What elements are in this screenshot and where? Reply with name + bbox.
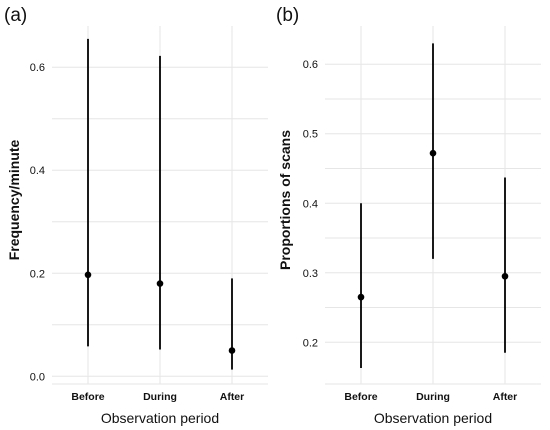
panel-label: (a) bbox=[4, 5, 27, 26]
panel-a: (a) Frequency/minute Observation period … bbox=[4, 5, 268, 426]
x-tick-label: Before bbox=[71, 391, 104, 403]
y-tick-label: 0.6 bbox=[303, 59, 318, 71]
x-tick-label: During bbox=[416, 391, 450, 403]
panel-b: (b) Proportions of scans Observation per… bbox=[276, 5, 541, 426]
data-point bbox=[501, 272, 509, 280]
data-point bbox=[357, 293, 365, 301]
x-tick-label: After bbox=[220, 391, 245, 403]
x-tick-label: Before bbox=[344, 391, 377, 403]
y-axis-label: Proportions of scans bbox=[277, 130, 293, 270]
data-point bbox=[156, 280, 164, 287]
y-tick-label: 0.2 bbox=[303, 337, 318, 349]
panel-label: (b) bbox=[276, 5, 299, 26]
y-axis-label: Frequency/minute bbox=[6, 140, 22, 261]
y-tick-label: 0.6 bbox=[30, 62, 45, 74]
x-axis-label: Observation period bbox=[374, 410, 492, 426]
y-tick-label: 0.4 bbox=[30, 165, 45, 177]
x-tick-label: After bbox=[493, 391, 518, 403]
y-tick-label: 0.3 bbox=[303, 268, 318, 280]
data-point bbox=[228, 347, 236, 354]
y-tick-label: 0.0 bbox=[30, 371, 45, 383]
x-tick-label: During bbox=[143, 391, 177, 403]
data-point bbox=[84, 271, 92, 279]
y-tick-label: 0.4 bbox=[303, 198, 318, 210]
y-tick-label: 0.2 bbox=[30, 268, 45, 280]
y-tick-label: 0.5 bbox=[303, 129, 318, 141]
data-point bbox=[429, 149, 437, 157]
x-axis-label: Observation period bbox=[101, 410, 219, 426]
